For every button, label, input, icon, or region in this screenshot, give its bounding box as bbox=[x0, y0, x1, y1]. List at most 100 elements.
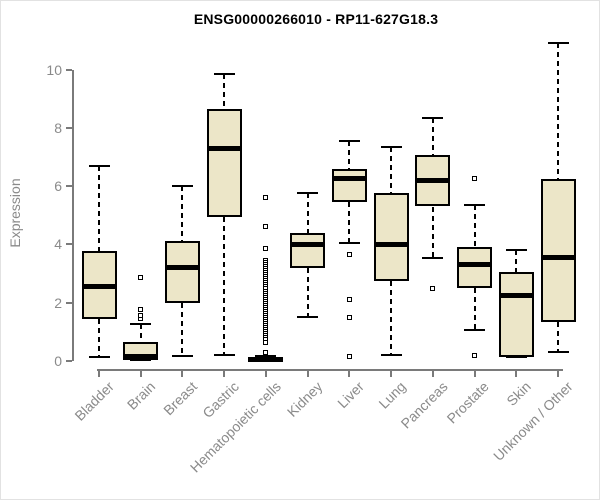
median-lung bbox=[373, 241, 409, 247]
median-breast bbox=[164, 265, 200, 271]
upper-whisker-pancreas bbox=[431, 117, 434, 156]
median-prostate bbox=[457, 262, 493, 268]
upper-whisker-cap-lung bbox=[380, 145, 402, 148]
outlier-pancreas-0 bbox=[430, 285, 436, 291]
lower-whisker-cap-unknown-other bbox=[547, 351, 569, 354]
x-axis-tick-lung bbox=[390, 371, 393, 377]
upper-whisker-gastric bbox=[223, 73, 226, 109]
x-axis-tick-skin bbox=[515, 371, 518, 377]
x-tick-label-kidney: Kidney bbox=[283, 378, 326, 420]
x-axis-tick-pancreas bbox=[431, 371, 434, 377]
y-axis-tick-10 bbox=[66, 68, 72, 71]
outlier-prostate-0 bbox=[472, 176, 478, 182]
lower-whisker-cap-bladder bbox=[88, 355, 110, 358]
outlier-hematopoietic-cells-2 bbox=[263, 246, 269, 252]
y-axis-tick-8 bbox=[66, 126, 72, 129]
upper-whisker-cap-skin bbox=[505, 249, 527, 252]
upper-whisker-brain bbox=[139, 324, 142, 343]
chart-title: ENSG00000266010 - RP11-627G18.3 bbox=[193, 11, 439, 27]
outlier-hematopoietic-cells-43 bbox=[263, 340, 269, 346]
outlier-liver-1 bbox=[346, 297, 352, 303]
box-kidney bbox=[290, 232, 326, 268]
lower-whisker-breast bbox=[181, 302, 184, 356]
x-tick-label-brain: Brain bbox=[123, 378, 159, 413]
x-tick-label-unknown-other: Unknown / Other bbox=[490, 378, 576, 464]
upper-whisker-cap-prostate bbox=[464, 204, 486, 207]
upper-whisker-kidney bbox=[306, 193, 309, 233]
lower-whisker-prostate bbox=[473, 288, 476, 331]
lower-whisker-kidney bbox=[306, 267, 309, 318]
median-gastric bbox=[206, 145, 242, 151]
lower-whisker-cap-prostate bbox=[464, 329, 486, 332]
x-axis-tick-brain bbox=[139, 371, 142, 377]
box-gastric bbox=[206, 108, 242, 217]
median-unknown-other bbox=[540, 255, 576, 261]
lower-whisker-cap-lung bbox=[380, 354, 402, 357]
y-axis-tick-0 bbox=[66, 360, 72, 362]
y-axis-line bbox=[72, 69, 74, 361]
x-axis-tick-bladder bbox=[98, 371, 100, 377]
lower-whisker-cap-skin bbox=[505, 355, 527, 358]
outlier-liver-2 bbox=[346, 314, 352, 320]
upper-whisker-cap-hematopoietic-cells bbox=[255, 355, 277, 358]
y-axis-tick-2 bbox=[66, 301, 72, 304]
lower-whisker-bladder bbox=[98, 318, 100, 357]
lower-whisker-cap-gastric bbox=[213, 354, 235, 357]
upper-whisker-prostate bbox=[473, 205, 476, 248]
y-tick-label-0: 0 bbox=[54, 353, 62, 369]
outlier-brain-3 bbox=[138, 275, 144, 281]
box-liver bbox=[331, 168, 367, 203]
x-tick-label-gastric: Gastric bbox=[199, 378, 242, 421]
x-tick-label-liver: Liver bbox=[334, 378, 367, 412]
lower-whisker-cap-liver bbox=[338, 241, 360, 244]
outlier-liver-3 bbox=[346, 354, 352, 360]
upper-whisker-unknown-other bbox=[557, 43, 560, 179]
upper-whisker-skin bbox=[515, 250, 518, 273]
median-liver bbox=[331, 176, 367, 182]
median-bladder bbox=[81, 284, 117, 290]
x-axis-tick-hematopoietic-cells bbox=[264, 371, 267, 377]
y-tick-label-2: 2 bbox=[54, 294, 62, 311]
box-lung bbox=[373, 193, 409, 281]
x-tick-label-breast: Breast bbox=[160, 378, 201, 419]
upper-whisker-cap-bladder bbox=[88, 164, 110, 167]
y-axis-tick-6 bbox=[66, 185, 72, 188]
x-axis-line bbox=[97, 369, 563, 371]
outlier-brain-2 bbox=[138, 306, 144, 312]
box-skin bbox=[498, 272, 534, 357]
upper-whisker-liver bbox=[348, 140, 351, 169]
y-tick-label-6: 6 bbox=[54, 178, 62, 195]
upper-whisker-breast bbox=[181, 186, 184, 242]
upper-whisker-cap-brain bbox=[130, 323, 152, 326]
median-brain bbox=[123, 354, 159, 360]
outlier-hematopoietic-cells-1 bbox=[263, 224, 269, 230]
box-prostate bbox=[457, 247, 493, 289]
upper-whisker-cap-pancreas bbox=[422, 116, 444, 119]
outlier-brain-1 bbox=[138, 313, 144, 319]
x-axis-tick-prostate bbox=[473, 371, 476, 377]
x-tick-label-bladder: Bladder bbox=[71, 378, 117, 424]
lower-whisker-unknown-other bbox=[557, 321, 560, 353]
lower-whisker-pancreas bbox=[431, 206, 434, 258]
outlier-hematopoietic-cells-0 bbox=[263, 195, 269, 201]
upper-whisker-cap-breast bbox=[171, 185, 193, 188]
lower-whisker-lung bbox=[390, 280, 393, 356]
x-axis-tick-unknown-other bbox=[557, 371, 560, 377]
outlier-prostate-1 bbox=[472, 352, 478, 358]
x-axis-tick-kidney bbox=[306, 371, 309, 377]
x-axis-tick-gastric bbox=[223, 371, 226, 377]
y-tick-label-4: 4 bbox=[54, 236, 62, 253]
lower-whisker-gastric bbox=[223, 216, 226, 356]
y-tick-label-8: 8 bbox=[54, 119, 62, 136]
lower-whisker-cap-breast bbox=[171, 354, 193, 357]
lower-whisker-cap-pancreas bbox=[422, 256, 444, 259]
median-kidney bbox=[290, 241, 326, 247]
box-breast bbox=[164, 241, 200, 303]
box-unknown-other bbox=[540, 178, 576, 322]
x-axis-tick-liver bbox=[348, 371, 351, 377]
x-tick-label-prostate: Prostate bbox=[444, 378, 493, 427]
x-tick-label-skin: Skin bbox=[503, 378, 534, 409]
upper-whisker-cap-gastric bbox=[213, 72, 235, 75]
